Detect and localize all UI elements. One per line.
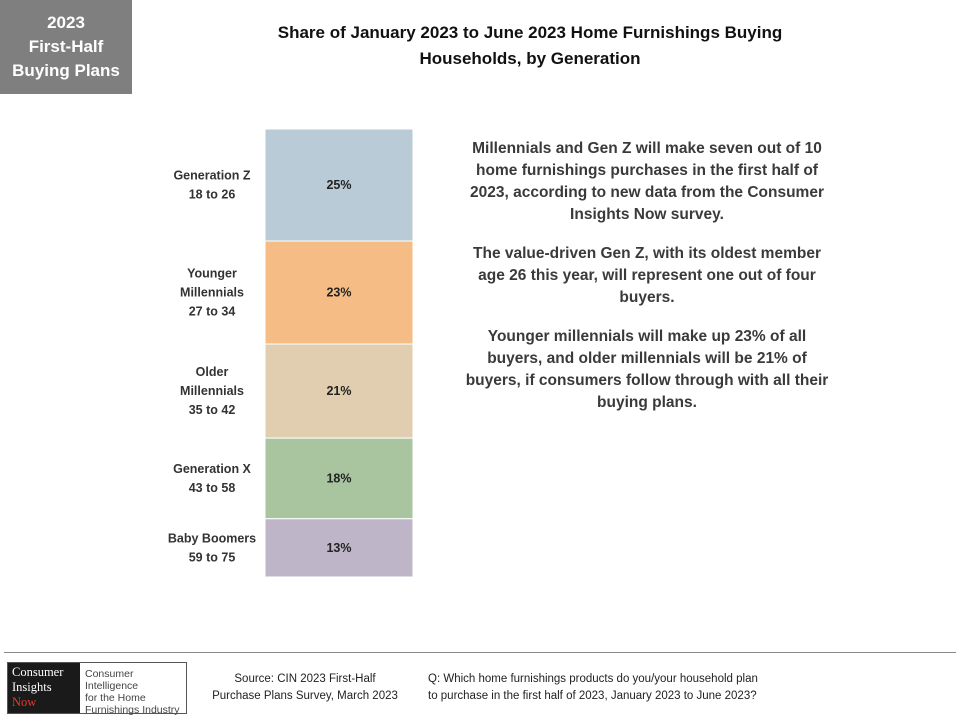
logo-word-now: Now (12, 695, 37, 709)
chart-title: Share of January 2023 to June 2023 Home … (180, 20, 880, 72)
category-label-generation-z: Generation Z 18 to 26 (173, 169, 250, 202)
commentary-paragraph-3: Younger millennials will make up 23% of … (465, 328, 829, 411)
chart-title-line-2: Households, by Generation (419, 49, 641, 68)
source-line-2: Purchase Plans Survey, March 2023 (212, 690, 398, 702)
badge-line-plans: Buying Plans (12, 61, 120, 80)
value-label-generation-x: 18% (326, 471, 351, 485)
logo-tagline-line-1: Consumer Intelligence (85, 668, 139, 692)
commentary-paragraph-1: Millennials and Gen Z will make seven ou… (470, 140, 824, 223)
survey-question: Q: Which home furnishings products do yo… (428, 671, 828, 705)
category-label-younger-millennials: Younger Millennials 27 to 34 (180, 267, 244, 319)
footer-divider (4, 652, 956, 653)
commentary-panel: Millennials and Gen Z will make seven ou… (462, 138, 832, 431)
logo-word-consumer: Consumer (12, 665, 64, 679)
source-note: Source: CIN 2023 First-Half Purchase Pla… (200, 671, 410, 705)
source-line-1: Source: CIN 2023 First-Half (234, 673, 376, 685)
chart-title-line-1: Share of January 2023 to June 2023 Home … (277, 23, 783, 42)
report-badge: 2023 First-Half Buying Plans (0, 0, 132, 94)
commentary-paragraph-2: The value-driven Gen Z, with its oldest … (473, 245, 821, 306)
segment-younger-millennials (264, 240, 414, 345)
question-line-2: to purchase in the first half of 2023, J… (428, 690, 757, 702)
value-label-baby-boomers: 13% (326, 541, 351, 555)
segment-generation-z (264, 128, 414, 242)
question-line-1: Q: Which home furnishings products do yo… (428, 673, 758, 685)
logo-tagline-line-2: for the Home (85, 692, 146, 704)
segment-older-millennials (264, 343, 414, 439)
category-label-baby-boomers: Baby Boomers 59 to 75 (168, 531, 256, 564)
value-label-younger-millennials: 23% (326, 286, 351, 300)
company-logo: Consumer Insights Now Consumer Intellige… (7, 662, 187, 716)
value-label-older-millennials: 21% (326, 384, 351, 398)
logo-wordmark: Consumer Insights Now (8, 663, 80, 713)
badge-line-year: 2023 (47, 13, 85, 32)
value-label-generation-z: 25% (326, 178, 351, 192)
category-label-generation-x: Generation X 43 to 58 (173, 462, 251, 495)
logo-word-insights: Insights (12, 680, 52, 694)
logo-tagline-line-3: Furnishings Industry (85, 704, 180, 716)
segment-baby-boomers (264, 518, 414, 578)
logo-tagline: Consumer Intelligence for the Home Furni… (80, 663, 186, 716)
category-label-older-millennials: Older Millennials 35 to 42 (180, 365, 244, 417)
badge-line-half: First-Half (28, 37, 104, 56)
